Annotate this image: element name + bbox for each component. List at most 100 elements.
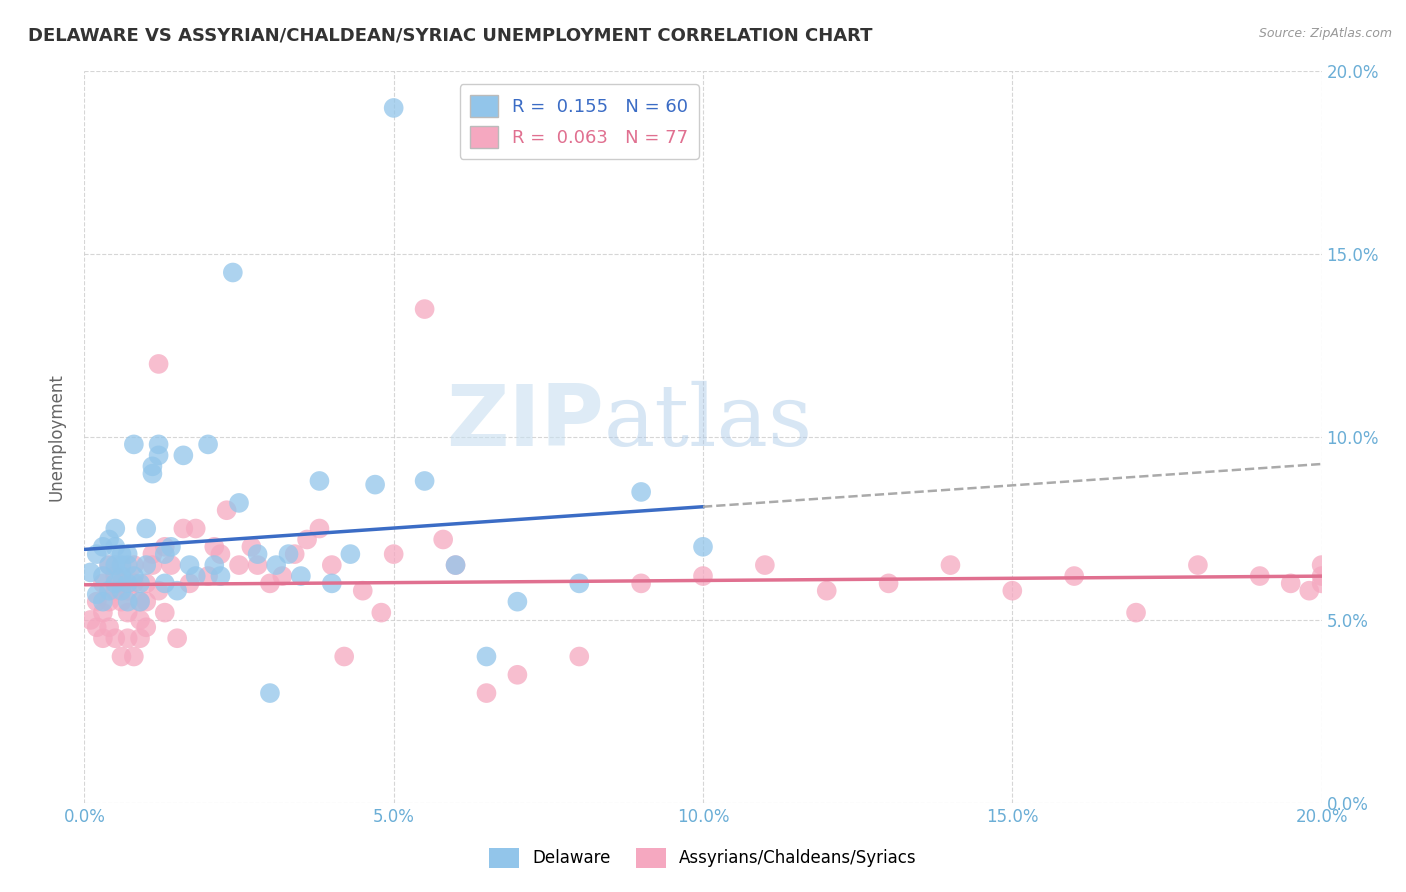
Point <box>295 533 318 547</box>
Point <box>308 521 330 535</box>
Point <box>129 576 152 591</box>
Point <box>104 583 127 598</box>
Point <box>1310 558 1333 573</box>
Point <box>153 576 176 591</box>
Point <box>432 533 454 547</box>
Point <box>215 503 238 517</box>
Point <box>104 540 127 554</box>
Point <box>104 569 127 583</box>
Point <box>98 558 121 573</box>
Point <box>444 558 467 573</box>
Point <box>475 686 498 700</box>
Point <box>110 576 132 591</box>
Point <box>1001 583 1024 598</box>
Point <box>122 558 145 573</box>
Point <box>877 576 900 591</box>
Point <box>104 576 127 591</box>
Point <box>117 576 139 591</box>
Point <box>228 558 250 573</box>
Point <box>1249 569 1271 583</box>
Point <box>246 547 269 561</box>
Point <box>1279 576 1302 591</box>
Point <box>141 547 163 561</box>
Point <box>692 569 714 583</box>
Point <box>166 632 188 646</box>
Point <box>1310 576 1333 591</box>
Point <box>129 594 152 608</box>
Point <box>104 632 127 646</box>
Point <box>135 594 157 608</box>
Point <box>321 576 343 591</box>
Point <box>91 569 114 583</box>
Point <box>98 620 121 634</box>
Point <box>129 594 152 608</box>
Point <box>1310 569 1333 583</box>
Point <box>129 613 152 627</box>
Point <box>135 521 157 535</box>
Point <box>148 437 170 451</box>
Point <box>86 620 108 634</box>
Point <box>1063 569 1085 583</box>
Point <box>135 576 157 591</box>
Point <box>692 540 714 554</box>
Point <box>172 448 194 462</box>
Point <box>333 649 356 664</box>
Point <box>184 569 207 583</box>
Point <box>160 540 183 554</box>
Point <box>110 594 132 608</box>
Point <box>382 101 405 115</box>
Point <box>815 583 838 598</box>
Point <box>413 474 436 488</box>
Point <box>364 477 387 491</box>
Point <box>209 547 232 561</box>
Point <box>141 467 163 481</box>
Point <box>184 521 207 535</box>
Point <box>172 521 194 535</box>
Point <box>110 569 132 583</box>
Point <box>166 583 188 598</box>
Point <box>352 583 374 598</box>
Point <box>148 583 170 598</box>
Point <box>79 566 101 580</box>
Point <box>141 558 163 573</box>
Point <box>98 558 121 573</box>
Point <box>98 594 121 608</box>
Point <box>382 547 405 561</box>
Point <box>179 558 201 573</box>
Point <box>117 606 139 620</box>
Point <box>506 594 529 608</box>
Point <box>117 558 139 573</box>
Point <box>110 558 132 573</box>
Point <box>209 569 232 583</box>
Point <box>104 558 127 573</box>
Point <box>271 569 294 583</box>
Point <box>321 558 343 573</box>
Point <box>129 632 152 646</box>
Point <box>413 301 436 317</box>
Point <box>506 667 529 681</box>
Point <box>1298 583 1320 598</box>
Point <box>568 649 591 664</box>
Point <box>153 606 176 620</box>
Legend: Delaware, Assyrians/Chaldeans/Syriacs: Delaware, Assyrians/Chaldeans/Syriacs <box>482 841 924 875</box>
Point <box>122 576 145 591</box>
Point <box>79 613 101 627</box>
Point <box>110 547 132 561</box>
Point <box>135 620 157 634</box>
Point <box>259 576 281 591</box>
Point <box>141 459 163 474</box>
Point <box>630 576 652 591</box>
Point <box>91 540 114 554</box>
Point <box>91 594 114 608</box>
Text: DELAWARE VS ASSYRIAN/CHALDEAN/SYRIAC UNEMPLOYMENT CORRELATION CHART: DELAWARE VS ASSYRIAN/CHALDEAN/SYRIAC UNE… <box>28 27 873 45</box>
Point <box>117 583 139 598</box>
Point <box>104 521 127 535</box>
Point <box>153 547 176 561</box>
Point <box>284 547 307 561</box>
Point <box>222 266 245 280</box>
Point <box>110 583 132 598</box>
Point <box>475 649 498 664</box>
Point <box>117 632 139 646</box>
Point <box>1187 558 1209 573</box>
Point <box>91 576 114 591</box>
